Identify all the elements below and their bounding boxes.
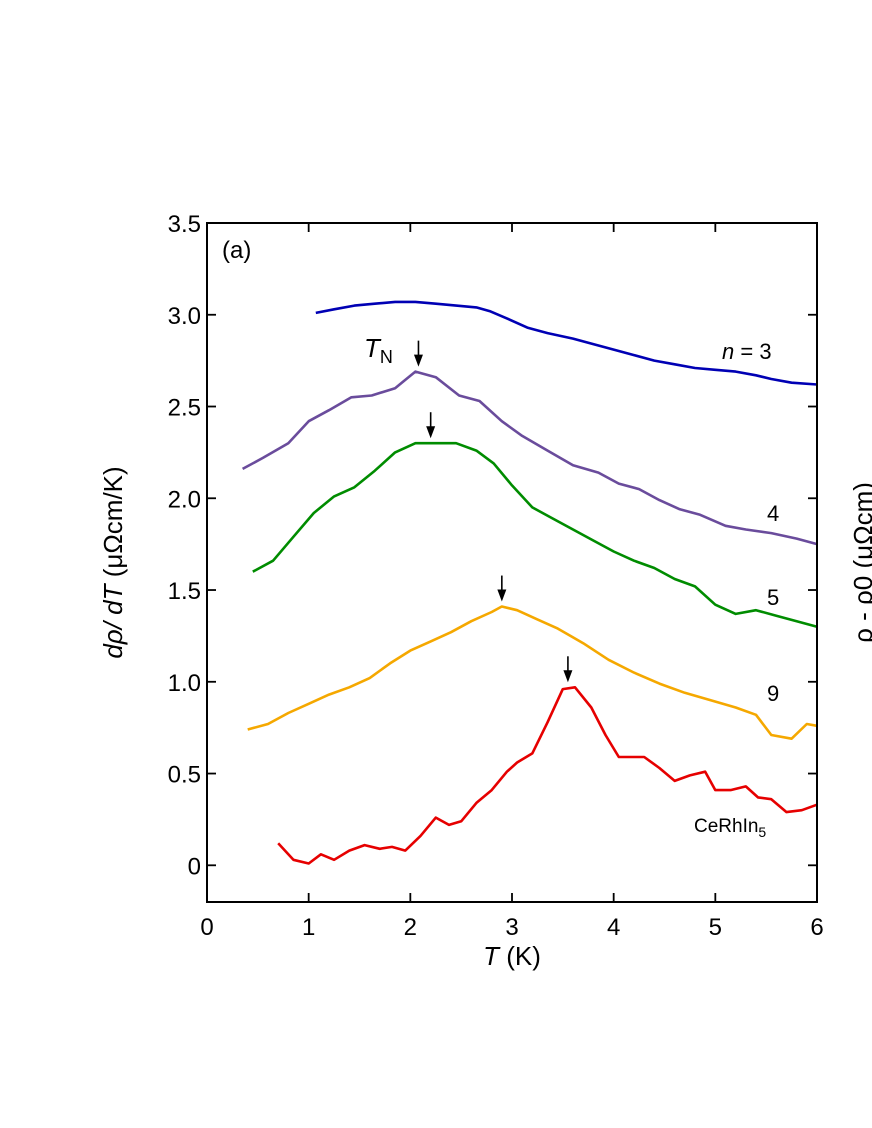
- x-tick-label: 3: [505, 914, 518, 941]
- tn-label-italic: T: [364, 333, 382, 363]
- series-label-9: 9: [767, 681, 779, 706]
- series-label-4: 4: [767, 501, 779, 526]
- series-label-5: 5: [767, 585, 779, 610]
- series-label-cerhin5-sub: 5: [758, 824, 766, 840]
- series-line-4: [277, 685, 818, 865]
- series-line-0: [315, 300, 818, 386]
- x-axis-label-italic: T: [483, 941, 501, 971]
- series-label-cerhin5: CeRhIn5: [694, 816, 766, 840]
- tn-arrows-layer: [413, 340, 573, 683]
- y-tick-label: 0.5: [168, 762, 201, 789]
- series-label-n3-italic: n: [722, 339, 734, 364]
- tn-arrow: [413, 340, 423, 367]
- tn-label: TN: [364, 333, 393, 367]
- y-axis-label: dρ/ dT (μΩcm/K): [98, 466, 128, 658]
- y-tick-label: 1.0: [168, 670, 201, 697]
- x-tick-label: 0: [200, 914, 213, 941]
- series-label-cerhin5-main: CeRhIn: [694, 816, 758, 837]
- x-axis-label-rest: (K): [499, 941, 541, 971]
- x-tick-label: 1: [302, 914, 315, 941]
- y-tick-label: 2.0: [168, 486, 201, 513]
- y-axis-label-rest: (μΩcm/K): [98, 466, 128, 584]
- tn-arrow: [426, 412, 436, 439]
- ticks-layer: [206, 222, 818, 902]
- series-line-2: [252, 441, 818, 628]
- y-tick-label: 3.5: [168, 211, 201, 238]
- tn-arrow: [563, 656, 573, 683]
- plot-frame: [206, 222, 818, 903]
- curves-layer: [241, 300, 818, 865]
- y-axis-label-italic: dρ/ dT: [98, 582, 128, 658]
- panel-label: (a): [222, 237, 251, 264]
- y-tick-label: 1.5: [168, 578, 201, 605]
- x-tick-label: 4: [607, 914, 620, 941]
- y-tick-label: 0: [188, 853, 201, 880]
- series-line-3: [247, 605, 818, 741]
- series-label-n3: n = 3: [722, 339, 772, 364]
- series-line-1: [241, 370, 818, 546]
- series-label-n3-rest: = 3: [734, 339, 771, 364]
- tn-arrow: [497, 575, 507, 602]
- tn-label-sub: N: [380, 347, 393, 367]
- x-tick-label: 2: [404, 914, 417, 941]
- y-tick-label: 3.0: [168, 303, 201, 330]
- x-tick-label: 6: [810, 914, 823, 941]
- right-panel-axis-label-cut: ρ - ρ0 (μΩcm): [848, 482, 872, 643]
- x-axis-label: T (K): [483, 941, 541, 971]
- x-tick-label: 5: [709, 914, 722, 941]
- tick-labels-layer: 0 1 2 3 4 5 6 0 0.5 1.0 1.5 2.0 2.5 3.0 3.5: [168, 211, 824, 941]
- y-tick-label: 2.5: [168, 395, 201, 422]
